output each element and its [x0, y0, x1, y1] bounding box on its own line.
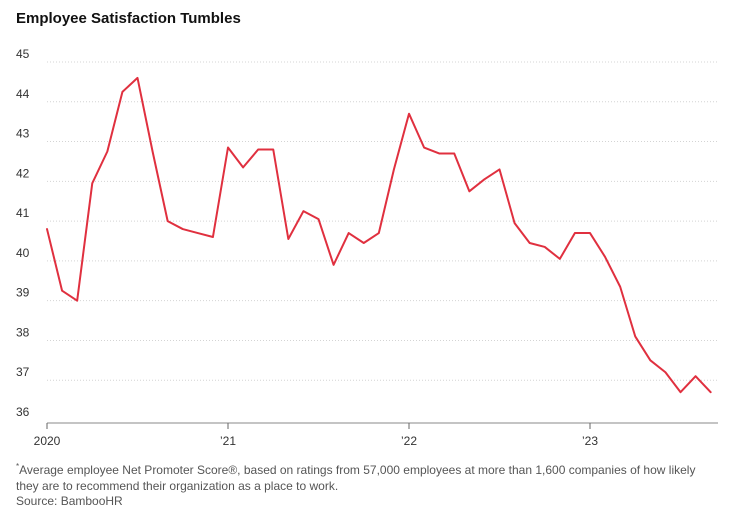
footnote: *Average employee Net Promoter Score®, b… [16, 462, 716, 494]
x-tick-label: ’21 [220, 434, 236, 448]
y-axis-labels: 36 37 38 39 40 41 42 43 44 45 [16, 47, 30, 419]
y-tick-label: 38 [16, 325, 30, 339]
x-tick-label: ’23 [582, 434, 598, 448]
y-tick-label: 36 [16, 405, 30, 419]
source-note: Source: BambooHR [16, 494, 123, 508]
x-tick-label: ’22 [401, 434, 417, 448]
series-layer [46, 76, 712, 394]
y-tick-label: 40 [16, 246, 30, 260]
y-tick-label: 41 [16, 206, 30, 220]
y-tick-label: 45 [16, 47, 30, 61]
x-tick-label: 2020 [34, 434, 61, 448]
y-tick-label: 43 [16, 127, 30, 141]
y-tick-label: 44 [16, 87, 30, 101]
y-tick-label: 37 [16, 365, 30, 379]
x-axis: 2020 ’21 ’22 ’23 [34, 422, 718, 448]
footnote-text: Average employee Net Promoter Score®, ba… [16, 463, 696, 493]
series-line-0 [46, 76, 712, 394]
line-chart: 36 37 38 39 40 41 42 43 44 45 2020 ’21 ’22 ’23 [16, 47, 718, 448]
footnote-marker: * [16, 462, 20, 471]
y-tick-label: 39 [16, 286, 30, 300]
y-tick-label: 42 [16, 166, 30, 180]
chart-title: Employee Satisfaction Tumbles [16, 10, 241, 27]
